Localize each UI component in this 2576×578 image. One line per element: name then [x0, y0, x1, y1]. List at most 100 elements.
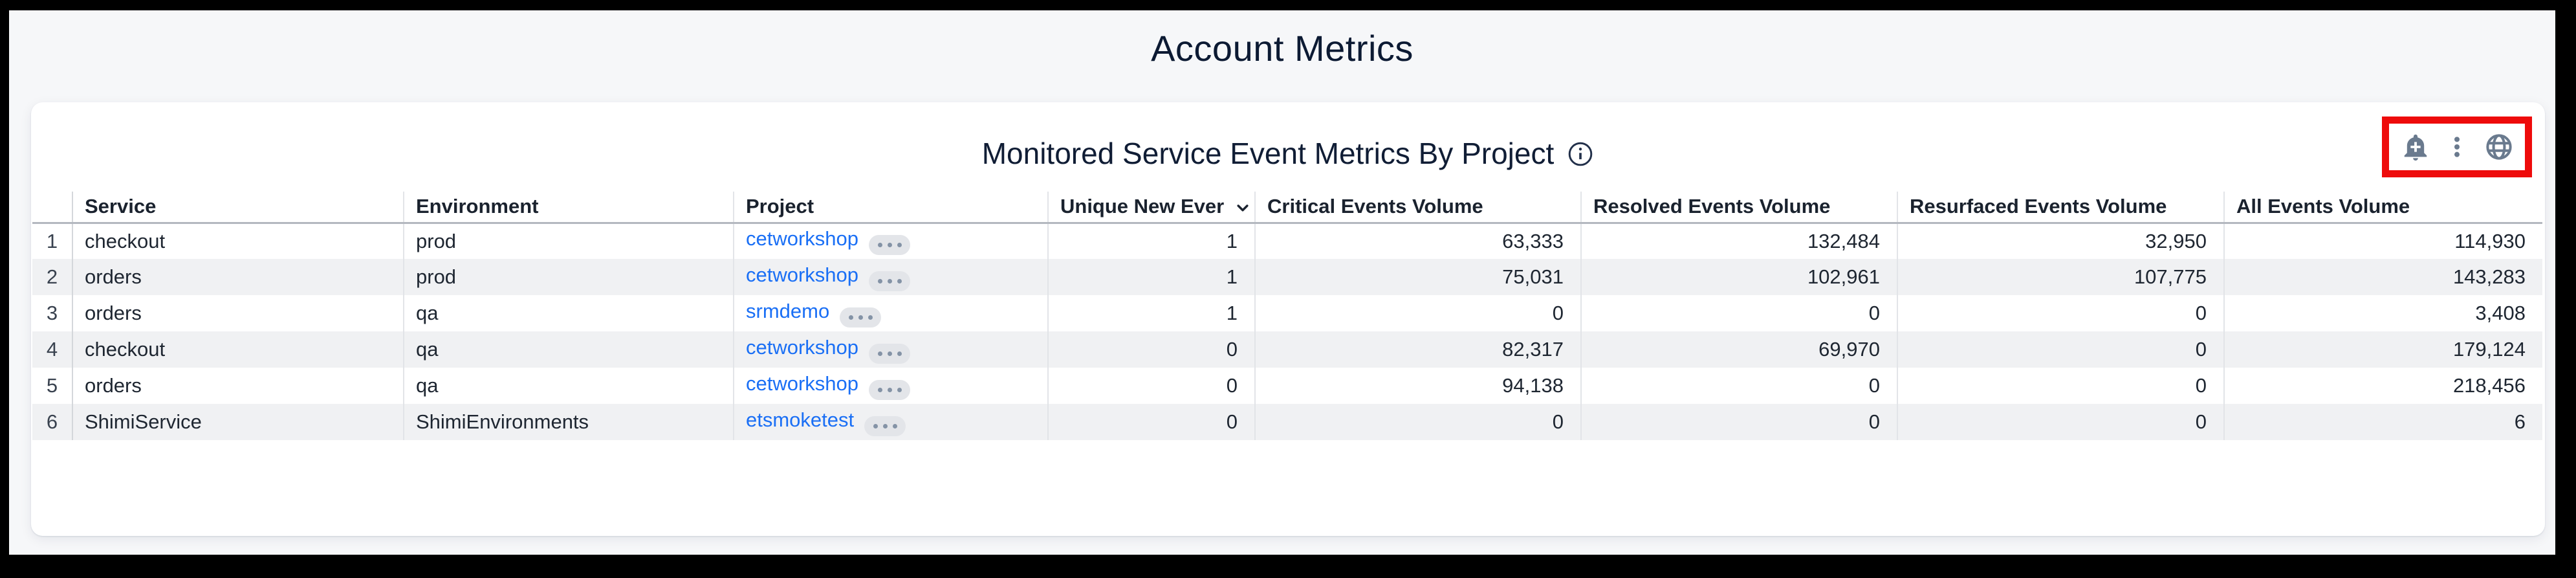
panel-title: Monitored Service Event Metrics By Proje…: [981, 137, 1555, 170]
resurfaced-events-cell: 0: [1897, 404, 2224, 440]
environment-cell: ShimiEnvironments: [403, 404, 734, 440]
resurfaced-events-cell: 32,950: [1897, 223, 2224, 259]
project-cell: etsmoketest: [733, 404, 1048, 440]
project-overflow-pill[interactable]: [869, 379, 911, 400]
all-events-cell: 179,124: [2223, 331, 2542, 368]
all-events-cell: 218,456: [2223, 368, 2542, 404]
project-link[interactable]: cetworkshop: [746, 263, 859, 286]
ellipsis-dot: [877, 243, 882, 248]
metrics-table: Service Environment Project Unique New E…: [32, 192, 2542, 440]
critical-events-cell: 0: [1254, 295, 1581, 331]
project-overflow-pill[interactable]: [840, 307, 882, 328]
resolved-events-cell: 132,484: [1580, 223, 1897, 259]
ellipsis-dot: [897, 278, 902, 283]
environment-cell: qa: [403, 331, 734, 368]
metrics-panel: Monitored Service Event Metrics By Proje…: [31, 102, 2545, 536]
column-header-service[interactable]: Service: [72, 192, 404, 224]
kebab-menu-icon[interactable]: [2441, 131, 2472, 162]
column-header-environment[interactable]: Environment: [403, 192, 734, 224]
resurfaced-events-cell: 0: [1897, 331, 2224, 368]
ellipsis-dot: [848, 315, 853, 320]
row-index: 2: [46, 265, 58, 288]
ellipsis-dot: [873, 423, 878, 428]
column-header-critical-events-volume[interactable]: Critical Events Volume: [1254, 192, 1581, 224]
annotation-highlight-box: [2382, 117, 2532, 177]
ellipsis-dot: [887, 387, 892, 392]
row-index: 4: [46, 338, 58, 361]
resolved-events-cell: 0: [1580, 368, 1897, 404]
unique-new-events-cell: 1: [1047, 223, 1255, 259]
unique-new-events-cell: 1: [1047, 295, 1255, 331]
globe-icon[interactable]: [2483, 131, 2515, 162]
project-link[interactable]: srmdemo: [746, 299, 830, 322]
resurfaced-events-cell: 107,775: [1897, 259, 2224, 295]
ellipsis-dot: [887, 243, 892, 248]
row-index: 3: [46, 302, 58, 324]
service-cell: orders: [72, 368, 404, 404]
all-events-cell: 6: [2223, 404, 2542, 440]
project-overflow-pill[interactable]: [869, 343, 911, 364]
info-icon[interactable]: [1567, 140, 1594, 167]
column-header-project[interactable]: Project: [733, 192, 1048, 224]
ellipsis-dot: [877, 387, 882, 392]
column-header-unique-new-events[interactable]: Unique New Ever: [1047, 192, 1255, 224]
all-events-cell: 143,283: [2223, 259, 2542, 295]
environment-cell: qa: [403, 368, 734, 404]
project-link[interactable]: cetworkshop: [746, 227, 859, 250]
ellipsis-dot: [858, 315, 863, 320]
all-events-cell: 3,408: [2223, 295, 2542, 331]
table-row: 3 orders qa srmdemo 1 0 0 0 3,408: [32, 295, 2542, 331]
table-body: 1 checkout prod cetworkshop 1 63,333 132…: [32, 223, 2542, 440]
project-overflow-pill[interactable]: [864, 416, 906, 436]
project-link[interactable]: cetworkshop: [746, 372, 859, 395]
project-cell: cetworkshop: [733, 223, 1048, 259]
project-cell: cetworkshop: [733, 368, 1048, 404]
service-cell: orders: [72, 295, 404, 331]
project-cell: srmdemo: [733, 295, 1048, 331]
project-link[interactable]: cetworkshop: [746, 335, 859, 359]
critical-events-cell: 63,333: [1254, 223, 1581, 259]
ellipsis-dot: [882, 423, 888, 428]
ellipsis-dot: [887, 278, 892, 283]
project-overflow-pill[interactable]: [869, 271, 911, 291]
row-index: 1: [46, 229, 58, 252]
ellipsis-dot: [877, 351, 882, 356]
unique-new-events-cell: 0: [1047, 404, 1255, 440]
ellipsis-dot: [887, 351, 892, 356]
column-header-index: [32, 192, 72, 224]
ellipsis-dot: [892, 423, 897, 428]
table-row: 4 checkout qa cetworkshop 0 82,317 69,97…: [32, 331, 2542, 368]
table-row: 1 checkout prod cetworkshop 1 63,333 132…: [32, 223, 2542, 259]
resurfaced-events-cell: 0: [1897, 295, 2224, 331]
service-cell: ShimiService: [72, 404, 404, 440]
column-header-resurfaced-events-volume[interactable]: Resurfaced Events Volume: [1897, 192, 2224, 224]
table-row: 2 orders prod cetworkshop 1 75,031 102,9…: [32, 259, 2542, 295]
ellipsis-dot: [868, 315, 873, 320]
project-cell: cetworkshop: [733, 259, 1048, 295]
service-cell: checkout: [72, 331, 404, 368]
project-overflow-pill[interactable]: [869, 235, 911, 256]
resolved-events-cell: 102,961: [1580, 259, 1897, 295]
resurfaced-events-cell: 0: [1897, 368, 2224, 404]
unique-new-events-cell: 0: [1047, 331, 1255, 368]
ellipsis-dot: [897, 351, 902, 356]
project-link[interactable]: etsmoketest: [746, 408, 855, 431]
ellipsis-dot: [897, 387, 902, 392]
service-cell: orders: [72, 259, 404, 295]
unique-new-events-cell: 1: [1047, 259, 1255, 295]
column-header-all-events-volume[interactable]: All Events Volume: [2223, 192, 2542, 224]
ellipsis-dot: [897, 243, 902, 248]
add-alert-icon[interactable]: [2400, 131, 2431, 162]
critical-events-cell: 82,317: [1254, 331, 1581, 368]
table-row: 6 ShimiService ShimiEnvironments etsmoke…: [32, 404, 2542, 440]
resolved-events-cell: 0: [1580, 404, 1897, 440]
ellipsis-dot: [877, 278, 882, 283]
resolved-events-cell: 69,970: [1580, 331, 1897, 368]
environment-cell: prod: [403, 259, 734, 295]
page-title: Account Metrics: [1151, 28, 1414, 69]
chevron-down-icon: [1233, 198, 1252, 217]
environment-cell: qa: [403, 295, 734, 331]
column-header-resolved-events-volume[interactable]: Resolved Events Volume: [1580, 192, 1897, 224]
critical-events-cell: 75,031: [1254, 259, 1581, 295]
